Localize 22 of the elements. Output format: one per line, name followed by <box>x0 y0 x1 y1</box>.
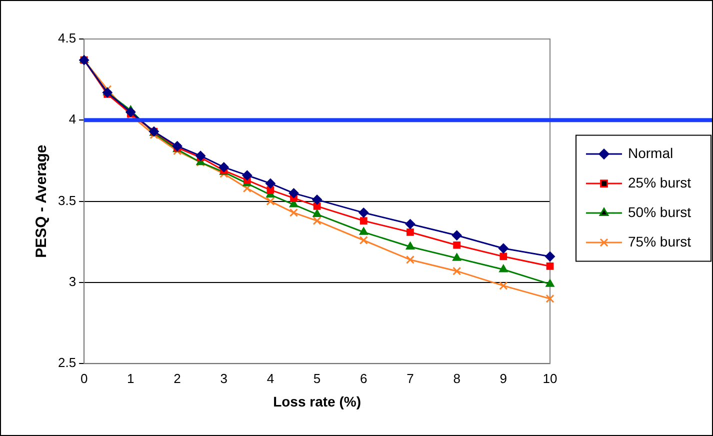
x-axis-title: Loss rate (%) <box>273 393 361 410</box>
legend-label: Normal <box>628 144 674 161</box>
x-tick-label: 3 <box>220 370 228 386</box>
x-tick-label: 2 <box>174 370 181 386</box>
x-tick-label: 7 <box>406 370 414 386</box>
y-tick-label: 2.5 <box>58 355 76 370</box>
x-tick-label: 9 <box>500 370 508 386</box>
y-tick-label: 4 <box>68 112 76 127</box>
y-tick-label: 4.5 <box>58 30 76 46</box>
x-tick-label: 10 <box>542 370 558 386</box>
x-tick-label: 4 <box>266 370 274 386</box>
y-axis-title: PESQ - Average <box>33 144 50 258</box>
x-tick-label: 8 <box>453 370 460 386</box>
legend-label: 25% burst <box>628 174 692 190</box>
x-tick-label: 1 <box>127 370 134 386</box>
x-tick-label: 6 <box>360 370 368 386</box>
legend-label: 75% burst <box>628 233 692 250</box>
y-tick-label: 3.5 <box>58 192 76 208</box>
legend-label: 50% burst <box>628 204 692 220</box>
x-tick-label: 5 <box>313 370 321 386</box>
y-tick-label: 3 <box>68 274 76 290</box>
x-tick-label: 0 <box>80 370 88 386</box>
